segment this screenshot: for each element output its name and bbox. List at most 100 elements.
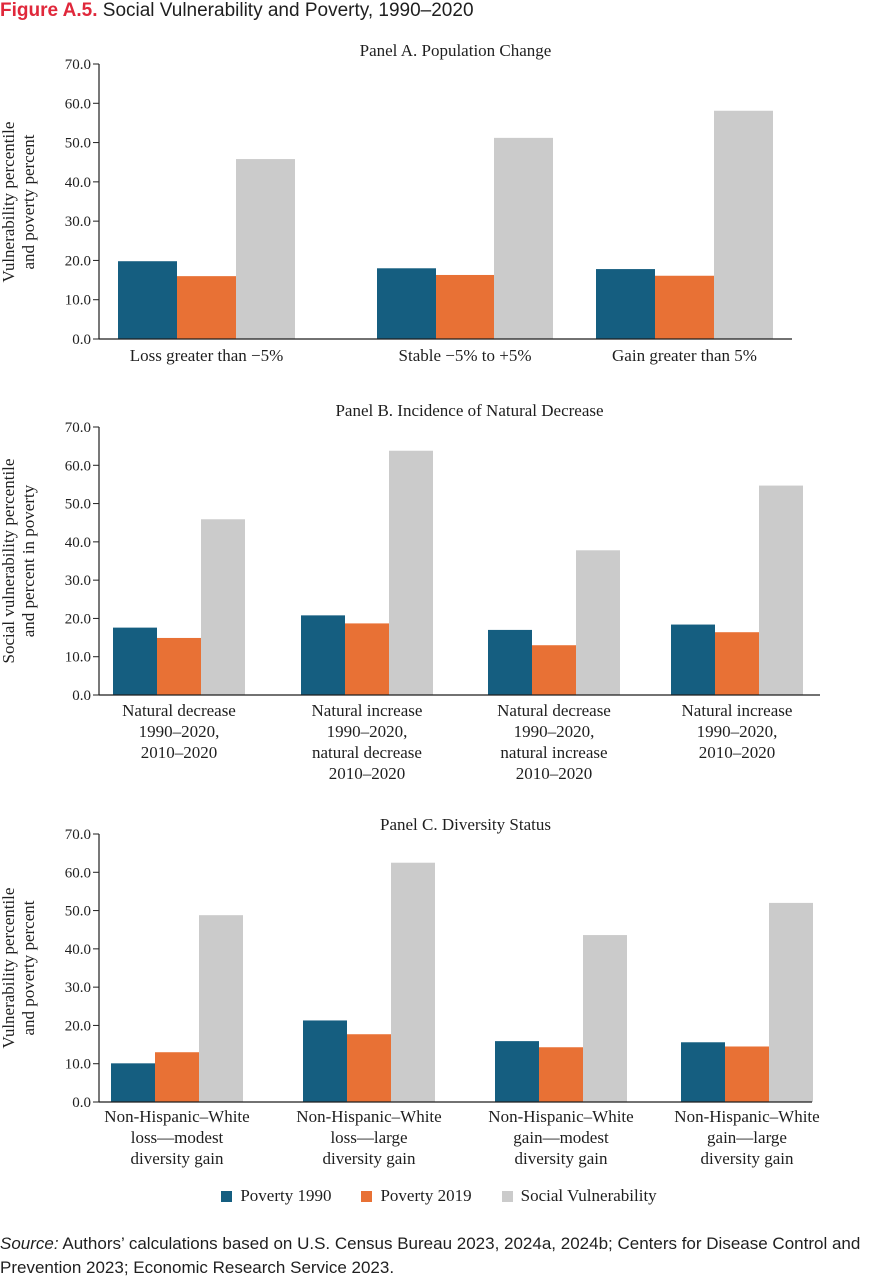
source-note: Source: Authors’ calculations based on U… xyxy=(0,1232,878,1280)
panel-c-category-label-line: Non-Hispanic–White xyxy=(674,1107,819,1126)
panel-b-category-label-line: 2010–2020 xyxy=(329,764,406,783)
panel-c-y-axis-label-line: Vulnerability percentile xyxy=(0,888,18,1049)
chart-area: Panel A. Population Change Vulnerability … xyxy=(0,41,820,1168)
panel-b-bar-poverty-1990 xyxy=(488,629,532,695)
panel-a-category-label-line: Stable −5% to +5% xyxy=(399,346,532,365)
panel-a-y-tick-label: 30.0 xyxy=(65,214,91,230)
panel-c-bar-poverty-2019 xyxy=(725,1046,769,1102)
panel-c-category-label-line: diversity gain xyxy=(322,1149,416,1168)
panel-a-y-axis-label-line: and poverty percent xyxy=(19,134,38,269)
panel-b: Panel B. Incidence of Natural Decrease So… xyxy=(0,401,820,783)
panel-c-category-label: Non-Hispanic–White loss—large diversity ga… xyxy=(296,1107,441,1168)
panel-b-y-tick-label: 10.0 xyxy=(65,650,91,666)
panel-b-bar-poverty-2019 xyxy=(345,623,389,695)
panel-b-y-tick-label: 30.0 xyxy=(65,573,91,589)
panel-a-bar-poverty-1990 xyxy=(377,268,436,339)
panel-b-category-label: Natural increase 1990–2020, natural decrea… xyxy=(312,701,423,783)
panel-c-category-label: Non-Hispanic–White gain—modest diversity g… xyxy=(488,1107,633,1168)
panel-c-category-label-line: Non-Hispanic–White xyxy=(296,1107,441,1126)
panel-a-bar-social-vulnerability xyxy=(714,110,773,339)
panel-a-bar-poverty-2019 xyxy=(177,276,236,339)
legend-swatch-social-vulnerability xyxy=(501,1190,513,1202)
panel-c-bar-poverty-2019 xyxy=(347,1034,391,1102)
figure-title-text: Social Vulnerability and Poverty, 1990–2… xyxy=(102,0,474,21)
panel-c-category-label-line: loss—large xyxy=(330,1128,407,1147)
panel-b-bar-poverty-1990 xyxy=(671,624,715,695)
panel-b-y-axis-label-line: Social vulnerability percentile xyxy=(0,459,18,664)
panel-a-y-axis-label-line: Vulnerability percentile xyxy=(0,122,18,283)
source-text: Authors’ calculations based on U.S. Cens… xyxy=(0,1234,861,1277)
panel-b-category-label-line: natural increase xyxy=(500,743,607,762)
panel-b-category-label-line: Natural decrease xyxy=(122,701,236,720)
panel-c-y-tick-label: 30.0 xyxy=(65,980,91,996)
legend: Poverty 1990 Poverty 2019 Social Vulnera… xyxy=(0,1186,878,1206)
panel-b-bar-poverty-1990 xyxy=(113,627,157,695)
panel-a-category-label: Gain greater than 5% xyxy=(612,346,757,365)
panel-c-category-label: Non-Hispanic–White gain—large diversity ga… xyxy=(674,1107,819,1168)
figure-title: Figure A.5. Social Vulnerability and Pov… xyxy=(0,0,474,22)
panel-b-y-tick-label: 20.0 xyxy=(65,611,91,627)
panel-b-bar-social-vulnerability xyxy=(201,519,245,695)
panel-c-category-label: Non-Hispanic–White loss—modest diversity g… xyxy=(104,1107,249,1168)
legend-label-poverty-1990: Poverty 1990 xyxy=(240,1186,332,1205)
panel-a-y-tick-label: 40.0 xyxy=(65,175,91,191)
panel-c-bar-poverty-1990 xyxy=(681,1042,725,1102)
legend-swatch-poverty-1990 xyxy=(221,1190,233,1202)
panel-b-category-label-line: natural decrease xyxy=(312,743,422,762)
panel-b-bar-poverty-1990 xyxy=(301,615,345,695)
panel-c-y-tick-label: 50.0 xyxy=(65,904,91,920)
panel-b-y-tick-label: 0.0 xyxy=(72,688,91,704)
panel-a: Panel A. Population Change Vulnerability … xyxy=(0,41,792,365)
panel-c-category-label-line: Non-Hispanic–White xyxy=(104,1107,249,1126)
panel-a-bar-poverty-1990 xyxy=(596,269,655,339)
panel-c-category-label-line: diversity gain xyxy=(700,1149,794,1168)
panel-b-y-axis-label: Social vulnerability percentileand perce… xyxy=(0,459,38,664)
panel-c-bar-social-vulnerability xyxy=(769,902,813,1102)
panel-a-y-tick-label: 0.0 xyxy=(72,332,91,348)
panel-c-category-label-line: gain—modest xyxy=(513,1128,609,1147)
panel-b-category-label-line: 1990–2020, xyxy=(327,722,408,741)
panel-a-bar-poverty-2019 xyxy=(436,274,495,339)
panel-b-title: Panel B. Incidence of Natural Decrease xyxy=(335,401,603,420)
panel-c-bar-social-vulnerability xyxy=(199,915,243,1102)
panel-a-bar-poverty-2019 xyxy=(655,275,714,339)
panel-a-bar-social-vulnerability xyxy=(494,137,553,339)
panel-a-category-label: Stable −5% to +5% xyxy=(399,346,532,365)
panel-b-bar-social-vulnerability xyxy=(759,485,803,695)
figure-number: Figure A.5. xyxy=(0,0,98,21)
panel-c-bar-social-vulnerability xyxy=(391,862,435,1102)
panel-a-y-tick-label: 50.0 xyxy=(65,136,91,152)
panel-b-y-tick-label: 40.0 xyxy=(65,535,91,551)
panel-c-y-tick-label: 20.0 xyxy=(65,1018,91,1034)
panel-b-category-label-line: 2010–2020 xyxy=(141,743,218,762)
panel-b-category-label-line: Natural increase xyxy=(682,701,793,720)
panel-c-category-label-line: Non-Hispanic–White xyxy=(488,1107,633,1126)
panel-b-bar-poverty-2019 xyxy=(715,632,759,695)
panel-c: Panel C. Diversity Status Vulnerability p… xyxy=(0,815,820,1168)
panel-b-bar-social-vulnerability xyxy=(389,450,433,695)
panel-c-y-axis-label: Vulnerability percentileand poverty perc… xyxy=(0,888,38,1049)
panel-a-y-axis-label: Vulnerability percentileand poverty perc… xyxy=(0,122,38,283)
panel-b-category-label-line: Natural increase xyxy=(312,701,423,720)
panel-c-y-tick-label: 10.0 xyxy=(65,1057,91,1073)
panel-b-category-label-line: 2010–2020 xyxy=(516,764,593,783)
panel-c-y-axis-label-line: and poverty percent xyxy=(19,900,38,1035)
panel-a-bar-social-vulnerability xyxy=(236,159,295,339)
panel-a-y-tick-label: 20.0 xyxy=(65,253,91,269)
legend-item-poverty-1990: Poverty 1990 xyxy=(221,1186,331,1206)
source-label: Source: xyxy=(0,1234,59,1253)
panel-c-category-label-line: diversity gain xyxy=(514,1149,608,1168)
panel-a-category-label-line: Gain greater than 5% xyxy=(612,346,757,365)
panel-a-y-tick-label: 60.0 xyxy=(65,96,91,112)
panel-b-category-label-line: Natural decrease xyxy=(497,701,611,720)
panel-a-category-label: Loss greater than −5% xyxy=(130,346,284,365)
panel-b-y-tick-label: 50.0 xyxy=(65,497,91,513)
panel-b-bar-social-vulnerability xyxy=(576,550,620,695)
panel-a-y-tick-label: 70.0 xyxy=(65,57,91,73)
panel-c-y-tick-label: 40.0 xyxy=(65,942,91,958)
panel-a-title: Panel A. Population Change xyxy=(360,41,552,60)
panel-b-category-label: Natural decrease 1990–2020, natural increa… xyxy=(497,701,611,783)
panel-b-y-axis-label-line: and percent in poverty xyxy=(19,484,38,637)
legend-label-poverty-2019: Poverty 2019 xyxy=(380,1186,472,1205)
panel-b-category-label-line: 1990–2020, xyxy=(514,722,595,741)
